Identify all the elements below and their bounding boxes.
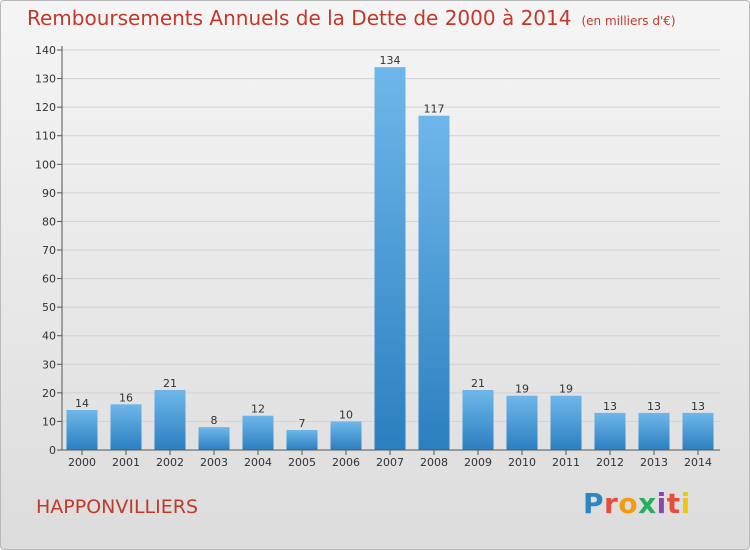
data-label-2006: 10 bbox=[339, 408, 353, 421]
logo-letter: i bbox=[680, 487, 691, 520]
bar-2014 bbox=[682, 412, 714, 450]
y-tick-label: 110 bbox=[35, 130, 56, 143]
x-tick-label-2010: 2010 bbox=[508, 456, 536, 469]
y-tick-label: 30 bbox=[42, 358, 56, 371]
bar-2000 bbox=[66, 410, 98, 450]
x-tick-label-2002: 2002 bbox=[156, 456, 184, 469]
y-tick-label: 70 bbox=[42, 244, 56, 257]
bar-2007 bbox=[374, 67, 406, 451]
y-axis-ticks: 0 10 20 30 40 50 60 70 80 90 100 110 120 130 140 bbox=[35, 44, 62, 457]
logo-letter: r bbox=[604, 487, 619, 520]
logo-letter: x bbox=[638, 487, 657, 520]
y-tick-label: 50 bbox=[42, 301, 56, 314]
logo-letter: t bbox=[666, 487, 681, 520]
data-label-2007: 134 bbox=[380, 54, 401, 67]
y-tick-label: 0 bbox=[49, 444, 56, 457]
data-label-2008: 117 bbox=[424, 103, 445, 116]
y-tick-label: 140 bbox=[35, 44, 56, 57]
chart-title-unit: (en milliers d'€) bbox=[581, 14, 676, 28]
y-tick-label: 40 bbox=[42, 330, 56, 343]
bar-2012 bbox=[594, 412, 626, 450]
bar-2001 bbox=[110, 404, 142, 450]
data-label-2012: 13 bbox=[603, 400, 617, 413]
bar-2004 bbox=[242, 415, 274, 450]
data-label-2003: 8 bbox=[211, 414, 218, 427]
logo-letter: o bbox=[618, 487, 639, 520]
bar-2011 bbox=[550, 395, 582, 450]
y-tick-label: 90 bbox=[42, 187, 56, 200]
x-tick-label-2012: 2012 bbox=[596, 456, 624, 469]
bar-2010 bbox=[506, 395, 538, 450]
bar-2002 bbox=[154, 390, 186, 450]
data-label-2005: 7 bbox=[299, 417, 306, 430]
bar-2009 bbox=[462, 390, 494, 450]
commune-name: HAPPONVILLIERS bbox=[36, 496, 199, 518]
bar-2005 bbox=[286, 430, 318, 450]
y-tick-label: 130 bbox=[35, 73, 56, 86]
logo-letter: P bbox=[583, 487, 605, 520]
chart-title: Remboursements Annuels de la Dette de 20… bbox=[27, 6, 676, 30]
x-tick-label-2001: 2001 bbox=[112, 456, 140, 469]
x-tick-label-2011: 2011 bbox=[552, 456, 580, 469]
y-tick-label: 120 bbox=[35, 101, 56, 114]
data-labels: 14 16 21 8 12 7 10 134 117 21 19 19 13 13 13 bbox=[75, 54, 705, 430]
bar-2008 bbox=[418, 115, 450, 450]
x-tick-label-2000: 2000 bbox=[68, 456, 96, 469]
bar-2003 bbox=[198, 427, 230, 450]
bar-2006 bbox=[330, 421, 362, 450]
y-tick-label: 10 bbox=[42, 415, 56, 428]
x-tick-label-2008: 2008 bbox=[420, 456, 448, 469]
y-tick-label: 100 bbox=[35, 158, 56, 171]
data-label-2010: 19 bbox=[515, 383, 529, 396]
x-tick-label-2005: 2005 bbox=[288, 456, 316, 469]
logo-letter: i bbox=[656, 487, 667, 520]
data-label-2013: 13 bbox=[647, 400, 661, 413]
x-tick-label-2014: 2014 bbox=[684, 456, 712, 469]
data-label-2000: 14 bbox=[75, 397, 89, 410]
bars bbox=[66, 67, 714, 451]
y-tick-label: 60 bbox=[42, 273, 56, 286]
data-label-2014: 13 bbox=[691, 400, 705, 413]
bar-2013 bbox=[638, 412, 670, 450]
x-tick-label-2004: 2004 bbox=[244, 456, 272, 469]
y-tick-label: 20 bbox=[42, 387, 56, 400]
data-label-2001: 16 bbox=[119, 391, 133, 404]
data-label-2009: 21 bbox=[471, 377, 485, 390]
x-axis-ticks: 2000 2001 2002 2003 2004 2005 2006 2007 2008 2009… bbox=[68, 450, 712, 469]
x-tick-label-2009: 2009 bbox=[464, 456, 492, 469]
x-tick-label-2006: 2006 bbox=[332, 456, 360, 469]
data-label-2011: 19 bbox=[559, 383, 573, 396]
data-label-2004: 12 bbox=[251, 403, 265, 416]
x-tick-label-2003: 2003 bbox=[200, 456, 228, 469]
x-tick-label-2013: 2013 bbox=[640, 456, 668, 469]
data-label-2002: 21 bbox=[163, 377, 177, 390]
y-tick-label: 80 bbox=[42, 215, 56, 228]
chart-title-main: Remboursements Annuels de la Dette de 20… bbox=[27, 6, 572, 30]
x-tick-label-2007: 2007 bbox=[376, 456, 404, 469]
proxiti-logo: Proxiti bbox=[583, 487, 691, 520]
